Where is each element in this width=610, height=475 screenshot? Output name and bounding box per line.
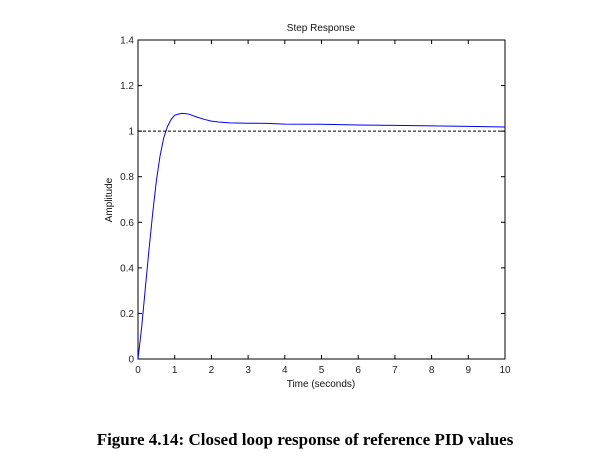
x-tick-labels: 0 1 2 3 4 5 6 7 8 9 10 (135, 365, 511, 376)
y-tick-label: 1.4 (120, 36, 134, 47)
x-tick-label: 2 (209, 365, 215, 376)
series-layer (137, 112, 506, 360)
x-tick-label: 1 (172, 365, 178, 376)
y-tick-label: 0.4 (120, 263, 134, 274)
x-tick-label: 4 (282, 365, 288, 376)
x-tick-label: 6 (355, 365, 361, 376)
plot-area-frame (137, 39, 506, 360)
y-tick-labels: 0 0.2 0.4 0.6 0.8 1 1.2 1.4 (120, 36, 134, 366)
y-tick-label: 0 (128, 355, 134, 366)
y-tick-label: 0.2 (120, 309, 134, 320)
axis-ticks (137, 39, 506, 360)
x-tick-label: 0 (135, 365, 141, 376)
x-tick-label: 7 (392, 365, 398, 376)
y-tick-label: 0.6 (120, 218, 134, 229)
x-tick-label: 5 (319, 365, 325, 376)
x-tick-label: 10 (499, 365, 511, 376)
step-response-line (137, 112, 506, 360)
x-tick-label: 8 (429, 365, 435, 376)
x-tick-label: 9 (466, 365, 472, 376)
y-tick-label: 1 (128, 127, 134, 138)
figure-caption: Figure 4.14: Closed loop response of ref… (96, 430, 514, 449)
chart-title: Step Response (287, 23, 356, 34)
x-tick-label: 3 (245, 365, 251, 376)
y-tick-label: 0.8 (120, 172, 134, 183)
x-axis-title: Time (seconds) (287, 379, 356, 390)
y-axis-title: Amplitude (104, 177, 115, 222)
y-tick-label: 1.2 (120, 81, 134, 92)
